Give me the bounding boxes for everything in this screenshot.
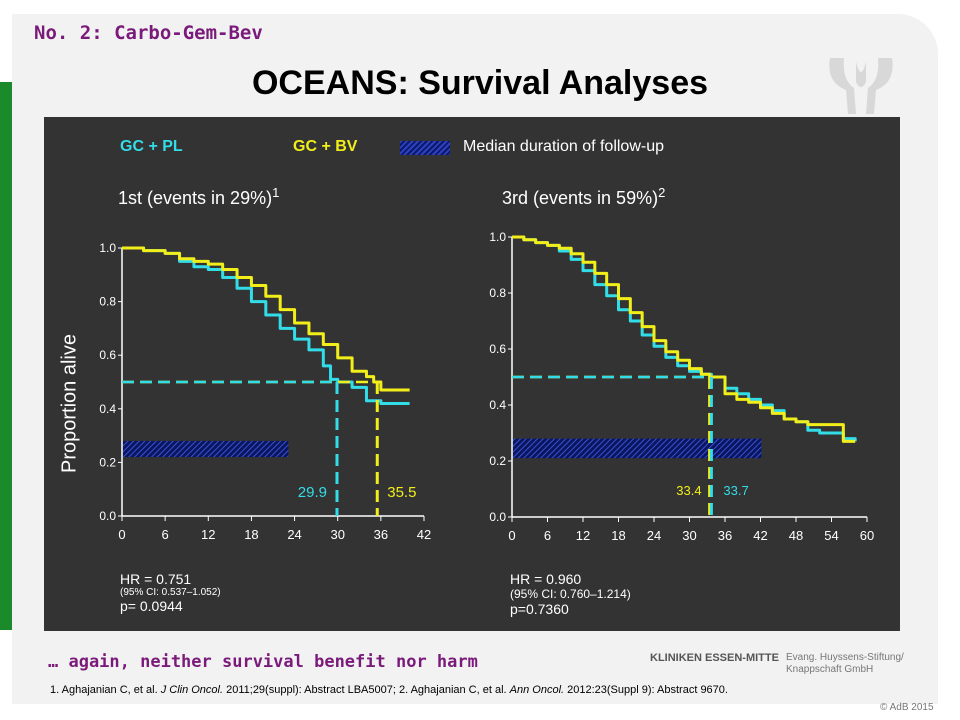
right-p: p=0.7360 bbox=[510, 601, 569, 617]
left-x-tick-label: 30 bbox=[330, 527, 344, 542]
y-axis-label: Proportion alive bbox=[58, 334, 81, 473]
left-chart-subtitle: 1st (events in 29%)1 bbox=[118, 185, 279, 209]
slide-title: OCEANS: Survival Analyses bbox=[251, 64, 709, 102]
left-subtitle-text: 1st (events in 29%) bbox=[118, 188, 273, 208]
right-curve-bv bbox=[512, 235, 856, 443]
right-y-tick-label: 0.0 bbox=[489, 510, 506, 524]
right-x-tick-label: 60 bbox=[860, 528, 874, 543]
legend-gc-pl: GC + PL bbox=[120, 138, 183, 155]
left-x-tick-label: 36 bbox=[374, 527, 388, 542]
left-x-tick-label: 42 bbox=[417, 527, 431, 542]
right-x-tick-label: 30 bbox=[682, 528, 696, 543]
left-y-tick-label: 0.2 bbox=[99, 455, 116, 469]
left-x-tick-label: 0 bbox=[118, 527, 125, 542]
right-hr: HR = 0.960 bbox=[510, 571, 582, 587]
right-x-tick-label: 0 bbox=[508, 528, 515, 543]
footer-logo-foundation: Evang. Huyssens-Stiftung/ Knappschaft Gm… bbox=[786, 652, 904, 675]
ref-journal-1: J Clin Oncol. bbox=[160, 684, 224, 696]
right-x-tick-label: 6 bbox=[544, 528, 551, 543]
footer-logo-clinic: KLINIKEN ESSEN-MITTE bbox=[650, 652, 779, 664]
right-chart-subtitle: 3rd (events in 59%)2 bbox=[502, 185, 665, 209]
left-x-tick-label: 12 bbox=[201, 527, 215, 542]
right-stats: HR = 0.960 (95% CI: 0.760–1.214) p=0.736… bbox=[510, 571, 631, 617]
ref-journal-2: Ann Oncol. bbox=[509, 684, 565, 696]
left-y-tick-label: 0.8 bbox=[99, 295, 116, 309]
left-median-label: 35.5 bbox=[387, 484, 416, 501]
right-median-label: 33.7 bbox=[723, 483, 748, 498]
ref-part-1: 1. Aghajanian C, et al. bbox=[50, 684, 161, 696]
chart-svg: 0 6 12 18 24 30 36 42 0.0 0.2 0.4 0.6 0.8 1.0 29.9 35.5… bbox=[99, 230, 874, 543]
left-subtitle-ref: 1 bbox=[272, 185, 280, 200]
left-curve-bv bbox=[122, 246, 410, 392]
right-x-tick-label: 42 bbox=[753, 528, 767, 543]
legend-follow-up: Median duration of follow-up bbox=[463, 138, 665, 155]
right-curve-pl bbox=[512, 235, 857, 442]
footer-note: … again, neither survival benefit nor ha… bbox=[48, 652, 478, 672]
left-p: p= 0.0944 bbox=[120, 598, 183, 614]
copyright: © AdB 2015 bbox=[880, 702, 934, 713]
left-follow-up-bar bbox=[123, 440, 289, 458]
left-y-tick-label: 0.6 bbox=[99, 348, 116, 362]
right-subtitle-ref: 2 bbox=[658, 185, 666, 200]
left-x-tick-label: 6 bbox=[162, 527, 169, 542]
right-subtitle-text: 3rd (events in 59%) bbox=[502, 188, 659, 208]
left-y-tick-label: 1.0 bbox=[99, 241, 116, 255]
left-ci: (95% CI: 0.537–1.052) bbox=[120, 587, 221, 598]
right-x-tick-label: 36 bbox=[718, 528, 732, 543]
right-y-tick-label: 0.6 bbox=[489, 342, 506, 356]
right-x-tick-label: 48 bbox=[789, 528, 803, 543]
legend-follow-up-swatch bbox=[400, 141, 450, 155]
right-median-label: 33.4 bbox=[676, 483, 701, 498]
clinic-logo-icon bbox=[829, 58, 893, 114]
right-x-tick-label: 12 bbox=[576, 528, 590, 543]
ref-part-3: 2012:23(Suppl 9): Abstract 9670. bbox=[564, 684, 728, 696]
right-y-tick-label: 0.8 bbox=[489, 286, 506, 300]
right-y-tick-label: 0.2 bbox=[489, 454, 506, 468]
legend-gc-bv: GC + BV bbox=[293, 138, 358, 155]
header-tag: No. 2: Carbo-Gem-Bev bbox=[34, 22, 263, 44]
ref-part-2: 2011;29(suppl): Abstract LBA5007; 2. Agh… bbox=[223, 684, 510, 696]
right-follow-up-bar bbox=[513, 438, 762, 459]
left-curve-pl bbox=[122, 246, 410, 405]
left-x-tick-label: 18 bbox=[244, 527, 258, 542]
right-y-tick-label: 1.0 bbox=[489, 230, 506, 244]
right-x-tick-label: 24 bbox=[647, 528, 661, 543]
left-x-tick-label: 24 bbox=[287, 527, 301, 542]
left-stats: HR = 0.751 (95% CI: 0.537–1.052) p= 0.09… bbox=[120, 571, 221, 614]
side-accent-bar bbox=[0, 82, 12, 630]
chart-panel: 0 6 12 18 24 30 36 42 0.0 0.2 0.4 0.6 0.8 1.0 29.9 35.5… bbox=[44, 117, 900, 631]
left-y-tick-label: 0.0 bbox=[99, 509, 116, 523]
left-hr: HR = 0.751 bbox=[120, 571, 192, 587]
references: 1. Aghajanian C, et al. J Clin Oncol. 20… bbox=[50, 684, 728, 696]
left-y-tick-label: 0.4 bbox=[99, 402, 116, 416]
right-x-tick-label: 54 bbox=[824, 528, 838, 543]
right-y-tick-label: 0.4 bbox=[489, 398, 506, 412]
left-median-label: 29.9 bbox=[298, 484, 327, 501]
right-x-tick-label: 18 bbox=[611, 528, 625, 543]
right-ci: (95% CI: 0.760–1.214) bbox=[510, 587, 631, 601]
